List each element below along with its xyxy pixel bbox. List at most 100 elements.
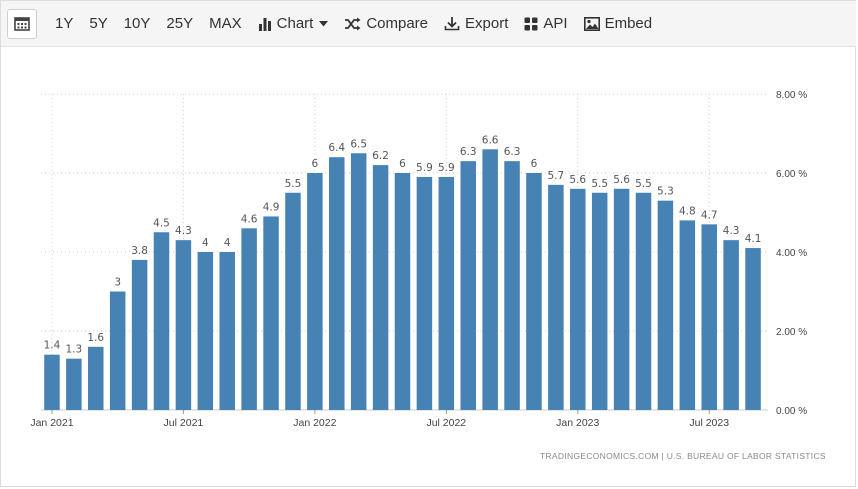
bar: [66, 358, 82, 410]
range-10y-button[interactable]: 10Y: [116, 8, 159, 40]
bar: [109, 291, 126, 410]
y-tick-label: 4.00 %: [776, 248, 807, 259]
bar: [131, 259, 148, 410]
data-label: 4: [202, 237, 209, 249]
x-tick-label: Jan 2022: [293, 417, 336, 429]
bar: [482, 149, 498, 411]
range-25y-label: 25Y: [166, 15, 194, 32]
bar: [679, 220, 696, 410]
bar: [657, 200, 674, 410]
data-label: 4.3: [723, 225, 740, 237]
compare-label: Compare: [366, 15, 429, 32]
bar: [548, 184, 564, 410]
export-button[interactable]: Export: [436, 8, 516, 40]
data-label: 5.9: [416, 162, 433, 174]
bar: [526, 173, 542, 410]
download-icon: [444, 16, 460, 31]
calendar-icon: [14, 17, 30, 31]
bar: [372, 165, 389, 410]
data-label: 4.3: [175, 225, 192, 237]
data-label: 1.4: [44, 340, 61, 352]
data-label: 4: [224, 237, 231, 249]
shuffle-icon: [344, 17, 361, 31]
bar: [394, 173, 411, 410]
data-label: 4.8: [679, 205, 696, 217]
data-label: 6.2: [372, 150, 389, 162]
export-label: Export: [465, 15, 509, 32]
data-label: 1.3: [66, 344, 83, 356]
range-10y-label: 10Y: [123, 15, 151, 32]
data-label: 6.3: [460, 146, 477, 158]
image-icon: [583, 16, 600, 31]
bar: [153, 232, 170, 410]
bar: [570, 188, 586, 410]
data-label: 5.5: [635, 178, 652, 190]
data-label: 5.3: [657, 186, 674, 198]
data-label: 5.7: [548, 170, 565, 182]
bar: [307, 173, 323, 410]
bar-chart: 0.00 % 2.00 % 4.00 % 6.00 % 8.00 % Jan 2021 Ju…: [30, 90, 807, 429]
data-label: 4.1: [745, 233, 762, 245]
data-label: 6.5: [350, 138, 367, 150]
embed-button[interactable]: Embed: [576, 8, 661, 40]
bar: [416, 176, 433, 410]
y-tick-label: 0.00 %: [776, 406, 807, 417]
data-label: 5.9: [438, 162, 455, 174]
calendar-button[interactable]: [7, 8, 37, 39]
data-label: 5.6: [613, 174, 630, 186]
bar: [613, 188, 630, 410]
caret-down-icon: [319, 20, 329, 27]
bar: [635, 192, 652, 410]
range-25y-button[interactable]: 25Y: [158, 8, 201, 40]
bar: [263, 216, 279, 410]
x-tick-label: Jan 2023: [556, 417, 599, 429]
data-label: 6.6: [482, 134, 499, 146]
data-label: 3.8: [131, 245, 148, 257]
x-tick-label: Jan 2021: [30, 417, 73, 429]
y-tick-label: 6.00 %: [776, 169, 807, 180]
compare-button[interactable]: Compare: [336, 8, 436, 40]
range-max-label: MAX: [209, 15, 242, 32]
data-label: 6: [531, 158, 538, 170]
grid-icon: [524, 17, 538, 31]
api-button[interactable]: API: [516, 8, 575, 40]
chart-type-dropdown[interactable]: Chart: [250, 8, 337, 40]
data-label: 5.5: [285, 178, 302, 190]
bar: [285, 192, 301, 410]
bar: [723, 240, 739, 410]
data-label: 6: [312, 158, 319, 170]
data-label: 1.6: [87, 332, 104, 344]
data-label: 6.4: [328, 142, 345, 154]
toolbar: 1Y 5Y 10Y 25Y MAX Chart Compare: [1, 1, 856, 47]
bar: [329, 157, 345, 410]
bar: [745, 248, 761, 410]
bar: [175, 240, 192, 410]
bar: [350, 153, 367, 410]
x-tick-label: Jul 2021: [164, 417, 204, 429]
api-label: API: [543, 15, 568, 32]
y-tick-label: 2.00 %: [776, 327, 807, 338]
range-1y-button[interactable]: 1Y: [47, 8, 81, 40]
bar: [701, 224, 717, 410]
data-label: 4.5: [153, 217, 170, 229]
data-label: 5.5: [591, 178, 608, 190]
data-label: 5.6: [569, 174, 586, 186]
attribution: TRADINGECONOMICS.COM | U.S. BUREAU OF LA…: [540, 451, 826, 461]
embed-label: Embed: [604, 15, 653, 32]
range-1y-label: 1Y: [55, 15, 74, 32]
range-5y-label: 5Y: [89, 15, 108, 32]
x-tick-label: Jul 2023: [689, 417, 729, 429]
data-label: 6.3: [504, 146, 521, 158]
data-label: 6: [399, 158, 406, 170]
bar: [219, 252, 235, 410]
range-5y-button[interactable]: 5Y: [81, 8, 115, 40]
bar: [504, 161, 520, 410]
range-max-button[interactable]: MAX: [201, 8, 250, 40]
bar: [460, 161, 476, 410]
bar: [88, 346, 104, 410]
bar: [241, 228, 257, 410]
data-label: 4.7: [701, 209, 718, 221]
bar-chart-icon: [258, 17, 272, 31]
bar: [438, 176, 455, 410]
